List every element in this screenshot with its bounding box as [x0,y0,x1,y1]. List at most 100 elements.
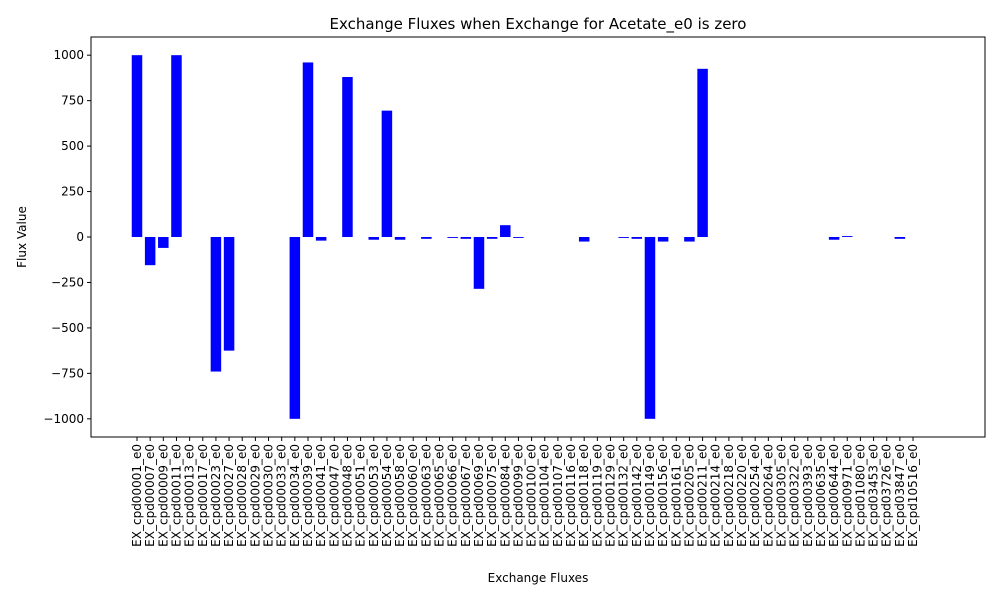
y-tick-label: 500 [61,139,84,153]
bars-group [131,55,906,419]
bar-EX_cpd00053_e0 [368,237,379,240]
bar-EX_cpd00084_e0 [500,225,511,237]
y-axis-title: Flux Value [15,206,29,268]
x-tick-label: EX_cpd00264_e0 [761,444,775,547]
x-tick-label: EX_cpd00644_e0 [827,444,841,547]
bar-EX_cpd00211_e0 [697,68,708,237]
bar-EX_cpd00011_e0 [171,55,182,238]
x-tick-label: EX_cpd00084_e0 [498,444,512,547]
x-tick-label: EX_cpd00971_e0 [840,444,854,547]
x-tick-label: EX_cpd10516_e0 [906,444,920,547]
bar-EX_cpd00069_e0 [473,237,485,289]
bar-EX_cpd03847_e0 [894,237,906,239]
y-tick-label: −1000 [43,412,84,426]
x-tick-label: EX_cpd00013_e0 [183,444,197,547]
x-tick-label: EX_cpd01080_e0 [853,444,867,547]
x-tick-label: EX_cpd00009_e0 [156,444,170,547]
x-tick-label: EX_cpd00116_e0 [564,444,578,547]
x-tick-label: EX_cpd00028_e0 [235,444,249,547]
x-tick-label: EX_cpd00053_e0 [367,444,381,547]
x-tick-label: EX_cpd00129_e0 [604,444,618,547]
x-tick-label: EX_cpd00322_e0 [788,444,802,547]
bar-EX_cpd00075_e0 [486,237,498,239]
bar-EX_cpd00099_e0 [513,237,524,238]
x-tick-label: EX_cpd00393_e0 [801,444,815,547]
x-tick-label: EX_cpd00218_e0 [722,444,736,547]
bar-EX_cpd00132_e0 [618,237,629,238]
x-tick-label: EX_cpd00048_e0 [340,444,354,547]
bar-EX_cpd00007_e0 [144,237,156,266]
x-tick-label: EX_cpd00047_e0 [327,444,341,547]
y-tick-label: 1000 [53,48,84,62]
x-tick-label: EX_cpd00054_e0 [380,444,394,547]
x-tick-label: EX_cpd00011_e0 [169,444,183,547]
x-tick-label: EX_cpd00100_e0 [525,444,539,547]
bar-EX_cpd00066_e0 [447,237,458,238]
x-tick-label: EX_cpd00067_e0 [459,444,473,547]
x-tick-label: EX_cpd00075_e0 [485,444,499,547]
y-tick-label: −500 [51,321,84,335]
x-tick-label: EX_cpd00220_e0 [735,444,749,547]
x-tick-label: EX_cpd00029_e0 [248,444,262,547]
bar-EX_cpd00034_e0 [289,237,301,419]
x-tick-label: EX_cpd00065_e0 [433,444,447,547]
bar-EX_cpd00118_e0 [578,237,590,242]
bar-EX_cpd00027_e0 [223,237,235,351]
x-tick-label: EX_cpd00118_e0 [577,444,591,547]
x-tick-label: EX_cpd00041_e0 [314,444,328,547]
bar-EX_cpd00644_e0 [828,237,840,240]
x-tick-label: EX_cpd00305_e0 [775,444,789,547]
x-tick-label: EX_cpd00214_e0 [709,444,723,547]
bar-EX_cpd00009_e0 [158,237,169,248]
x-tick-label: EX_cpd00034_e0 [288,444,302,547]
x-tick-label: EX_cpd00030_e0 [262,444,276,547]
x-tick-label: EX_cpd00205_e0 [682,444,696,547]
bar-EX_cpd00054_e0 [381,110,393,237]
x-tick-label: EX_cpd00033_e0 [275,444,289,547]
bar-EX_cpd00142_e0 [631,237,643,239]
bar-EX_cpd00205_e0 [684,237,695,242]
x-tick-label: EX_cpd00060_e0 [406,444,420,547]
x-tick-label: EX_cpd00254_e0 [748,444,762,547]
x-tick-label: EX_cpd00099_e0 [511,444,525,547]
x-tick-label: EX_cpd00132_e0 [617,444,631,547]
bar-EX_cpd00156_e0 [657,237,669,242]
x-axis: EX_cpd00001_e0 EX_cpd00007_e0 EX_cpd00009_… [130,437,920,547]
bar-EX_cpd00058_e0 [394,237,406,240]
bar-EX_cpd00048_e0 [342,77,353,237]
x-tick-label: EX_cpd00058_e0 [393,444,407,547]
x-tick-label: EX_cpd03726_e0 [880,444,894,547]
x-tick-label: EX_cpd00069_e0 [472,444,486,547]
y-tick-label: 0 [76,230,84,244]
bar-EX_cpd00023_e0 [210,237,222,372]
chart-title: Exchange Fluxes when Exchange for Acetat… [330,15,747,34]
y-tick-label: −250 [51,275,84,289]
bar-EX_cpd00041_e0 [315,237,327,241]
x-axis-title: Exchange Fluxes [488,571,589,585]
y-tick-label: 250 [61,185,84,199]
bar-EX_cpd00001_e0 [131,55,143,238]
bar-EX_cpd00971_e0 [842,236,853,237]
y-axis: −1000 −750 −500 −250 0 250 500 750 1000 [43,48,91,426]
x-tick-label: EX_cpd00066_e0 [446,444,460,547]
bar-EX_cpd00149_e0 [644,237,656,419]
x-tick-label: EX_cpd00039_e0 [301,444,315,547]
bar-EX_cpd00067_e0 [460,237,472,239]
x-tick-label: EX_cpd00063_e0 [419,444,433,547]
x-tick-label: EX_cpd00149_e0 [643,444,657,547]
x-tick-label: EX_cpd00107_e0 [551,444,565,547]
x-tick-label: EX_cpd00211_e0 [696,444,710,547]
x-tick-label: EX_cpd03847_e0 [893,444,907,547]
x-tick-label: EX_cpd00119_e0 [590,444,604,547]
x-tick-label: EX_cpd00007_e0 [143,444,157,547]
y-tick-label: −750 [51,366,84,380]
x-tick-label: EX_cpd03453_e0 [867,444,881,547]
x-tick-label: EX_cpd00142_e0 [630,444,644,547]
x-tick-label: EX_cpd00027_e0 [222,444,236,547]
x-tick-label: EX_cpd00156_e0 [656,444,670,547]
x-tick-label: EX_cpd00161_e0 [669,444,683,547]
x-tick-label: EX_cpd00051_e0 [354,444,368,547]
x-tick-label: EX_cpd00023_e0 [209,444,223,547]
